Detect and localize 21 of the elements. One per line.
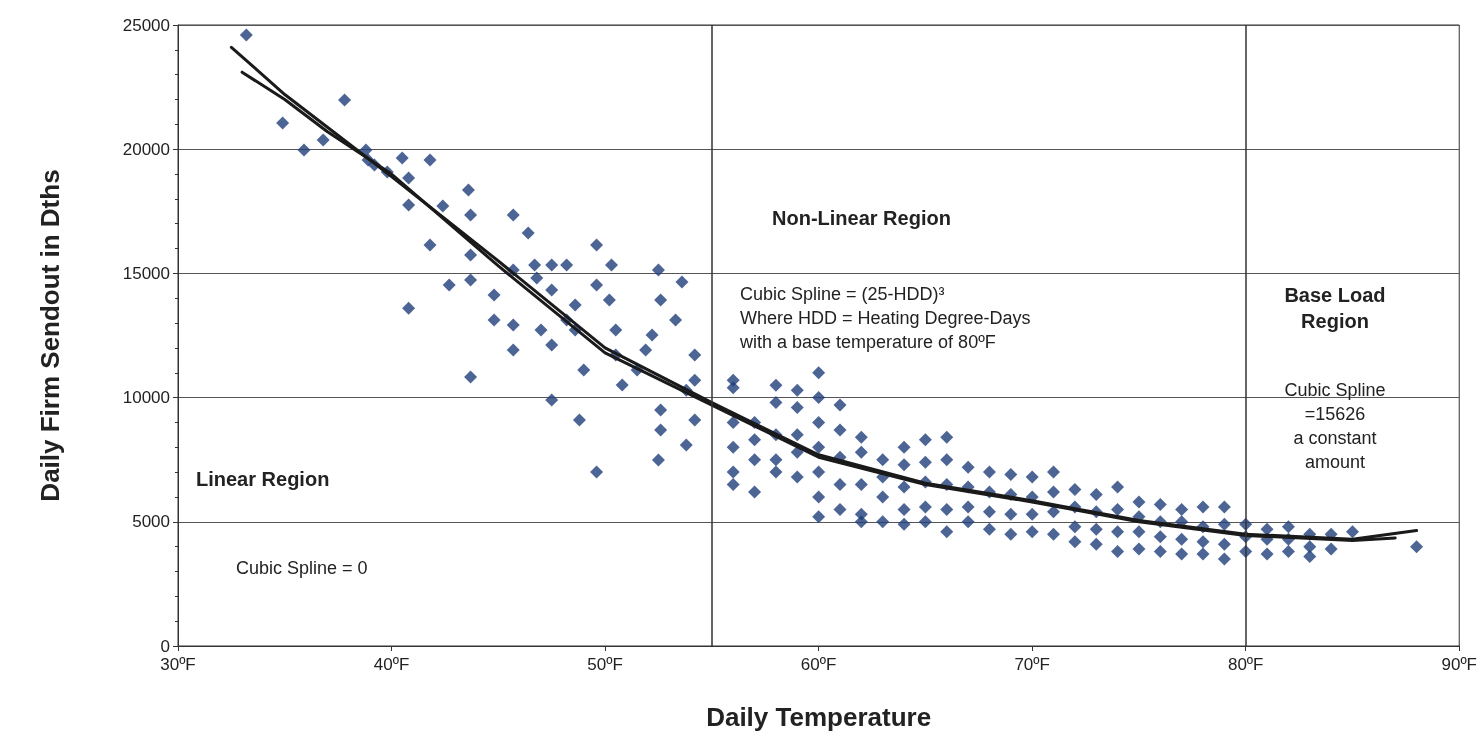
annotation: Non-Linear Region <box>772 207 951 229</box>
annotation: Cubic Spline = (25-HDD)³ Where HDD = Heating Degree-Days with a base temperature of 80ºF <box>739 284 1031 352</box>
x-tick-label: 90ºF <box>1441 655 1478 674</box>
x-axis-title: Daily Temperature <box>706 702 932 732</box>
y-tick-label: 20000 <box>122 139 170 159</box>
y-tick-label: 15000 <box>122 263 170 283</box>
y-tick-label: 10000 <box>122 388 170 408</box>
x-tick-label: 80ºF <box>1227 655 1264 674</box>
x-tick-label: 60ºF <box>800 655 837 674</box>
y-axis-title: Daily Firm Sendout in Dths <box>35 169 65 502</box>
annotation: Linear Region <box>196 468 330 490</box>
annotation: Cubic Spline =15626 a constant amount <box>1284 380 1386 472</box>
annotation: Base Load Region <box>1284 284 1386 332</box>
annotation: Cubic Spline = 0 <box>236 558 368 578</box>
x-tick-label: 30ºF <box>160 655 196 674</box>
x-tick-label: 40ºF <box>373 655 410 674</box>
y-tick-label: 5000 <box>132 512 170 532</box>
y-tick-label: 25000 <box>122 15 170 35</box>
x-tick-label: 50ºF <box>587 655 623 674</box>
x-tick-label: 70ºF <box>1014 655 1050 674</box>
y-tick-label: 0 <box>160 636 170 656</box>
